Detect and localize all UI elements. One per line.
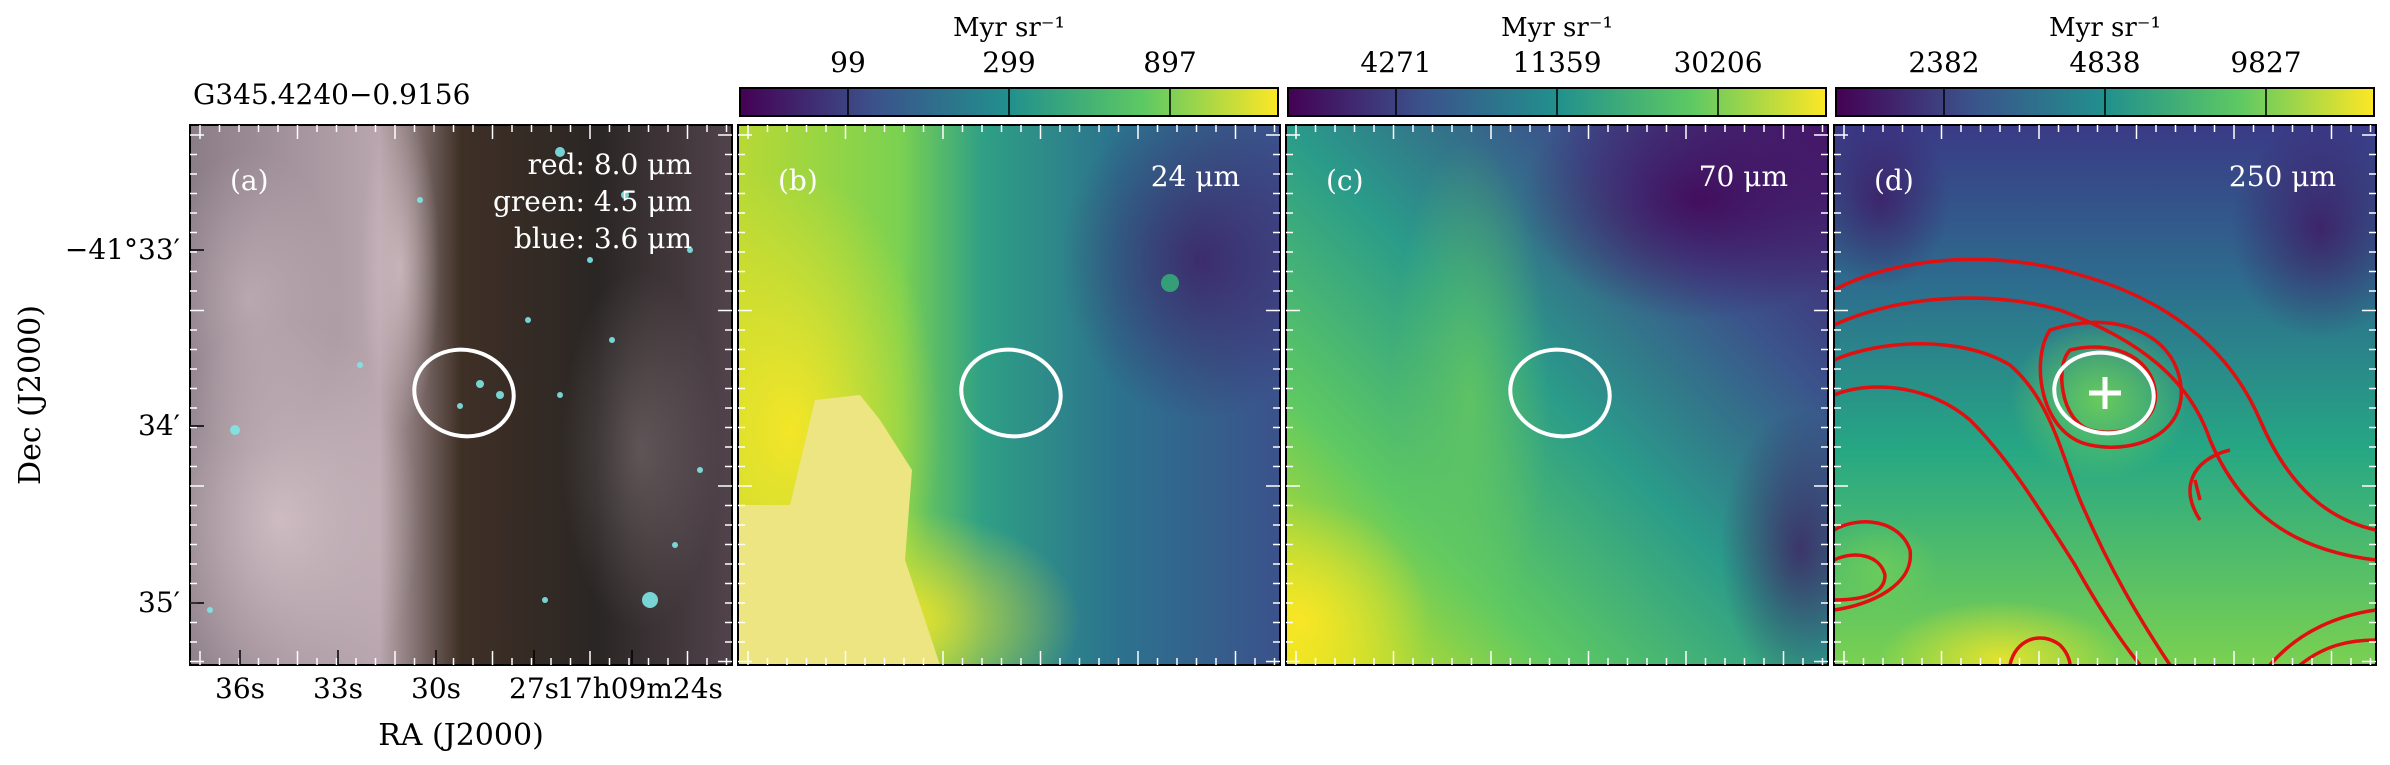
panel-d: (d) 250 μm: [1833, 124, 2377, 666]
colorbar-b-unit: Myr sr⁻¹: [953, 13, 1065, 43]
dec-tick-label: −41°33′: [65, 233, 180, 266]
x-axis-label: RA (J2000): [378, 718, 544, 753]
panel-c-band: 70 μm: [1699, 160, 1788, 193]
ra-tick-label: 36s: [215, 672, 265, 705]
panel-d-image: [1834, 125, 2376, 665]
panel-b: (b) 24 μm: [737, 124, 1281, 666]
panel-a-image: [190, 125, 732, 665]
source-ellipse: [412, 347, 516, 439]
panel-c: (c) 70 μm: [1285, 124, 1829, 666]
ra-tick-label: 17h09m24s: [557, 672, 723, 705]
dec-tick-labels: −41°33′ 34′ 35′: [65, 233, 180, 619]
colorbar-b-tick-label: 897: [1143, 46, 1196, 79]
colorbar-c-tick-label: 4271: [1360, 46, 1431, 79]
colorbar-c: Myr sr⁻¹ 4271 11359 30206: [1287, 13, 1827, 117]
dec-tick-label: 34′: [138, 409, 180, 442]
source-title: G345.4240−0.9156: [193, 78, 470, 111]
colorbar-b-tick-label: 299: [982, 46, 1035, 79]
panel-d-band: 250 μm: [2229, 160, 2336, 193]
panel-d-letter: (d): [1874, 164, 1914, 197]
colorbar-c-unit: Myr sr⁻¹: [1501, 13, 1613, 43]
axis-ticks: [190, 125, 2376, 665]
y-axis-label: Dec (J2000): [13, 305, 48, 485]
ra-tick-labels: 36s 33s 30s 27s 17h09m24s: [215, 672, 723, 705]
colorbar-d-tick-label: 2382: [1908, 46, 1979, 79]
colorbar-b-tick-label: 99: [830, 46, 866, 79]
panel-a-band-green: green: 4.5 μm: [493, 185, 692, 218]
colorbar-d: Myr sr⁻¹ 2382 4838 9827: [1835, 13, 2375, 117]
panel-b-band: 24 μm: [1151, 160, 1240, 193]
ra-tick-label: 27s: [509, 672, 559, 705]
source-ellipse: [959, 347, 1063, 439]
cross-marker: [2089, 377, 2121, 409]
colorbar-c-tick-label: 30206: [1673, 46, 1762, 79]
colorbar-b: Myr sr⁻¹ 99 299 897: [739, 13, 1279, 117]
panel-b-image: [738, 125, 1280, 665]
dec-tick-label: 35′: [138, 586, 180, 619]
panel-a-letter: (a): [230, 164, 269, 197]
colorbar-d-tick-label: 9827: [2230, 46, 2301, 79]
panel-a: (a) red: 8.0 μm green: 4.5 μm blue: 3.6 …: [189, 124, 733, 666]
panel-b-letter: (b): [778, 164, 818, 197]
panel-a-band-blue: blue: 3.6 μm: [514, 222, 692, 255]
contours: [1834, 257, 2376, 665]
colorbar-d-unit: Myr sr⁻¹: [2049, 13, 2161, 43]
colorbar-c-tick-label: 11359: [1512, 46, 1601, 79]
source-ellipse: [1508, 347, 1612, 439]
source-ellipse: [2052, 350, 2156, 436]
colorbar-d-tick-label: 4838: [2069, 46, 2140, 79]
ra-tick-label: 30s: [411, 672, 461, 705]
panel-c-letter: (c): [1326, 164, 1364, 197]
ra-tick-label: 33s: [313, 672, 363, 705]
panel-c-image: [1286, 125, 1828, 665]
panel-a-band-red: red: 8.0 μm: [528, 148, 692, 181]
